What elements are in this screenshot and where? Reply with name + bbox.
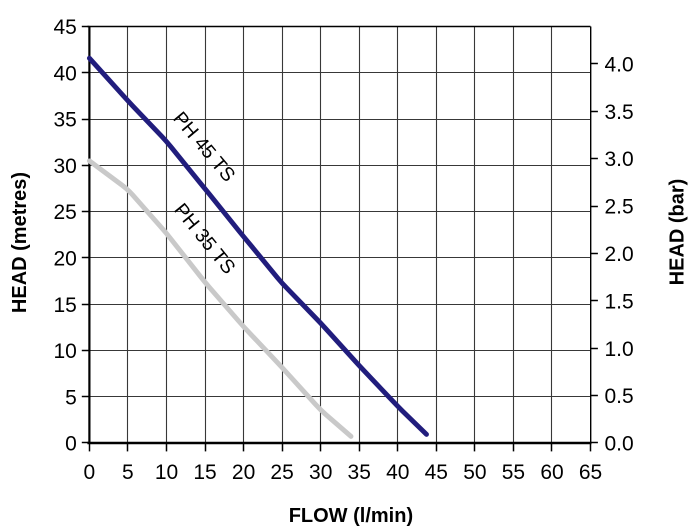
svg-text:10: 10: [155, 461, 178, 484]
svg-text:40: 40: [386, 461, 409, 484]
svg-text:5: 5: [65, 386, 77, 409]
svg-text:35: 35: [53, 109, 76, 132]
svg-text:0: 0: [84, 461, 96, 484]
svg-text:5: 5: [122, 461, 134, 484]
svg-text:3.5: 3.5: [605, 101, 634, 124]
svg-text:0.5: 0.5: [605, 385, 634, 408]
svg-text:55: 55: [502, 461, 525, 484]
svg-text:10: 10: [53, 340, 76, 363]
svg-text:0.0: 0.0: [605, 433, 634, 456]
svg-text:45: 45: [53, 16, 76, 39]
svg-text:3.0: 3.0: [605, 148, 634, 171]
svg-text:1.5: 1.5: [605, 290, 634, 313]
svg-text:30: 30: [309, 461, 332, 484]
svg-text:HEAD (bar): HEAD (bar): [667, 179, 689, 286]
svg-text:45: 45: [425, 461, 448, 484]
svg-text:25: 25: [53, 201, 76, 224]
svg-text:35: 35: [348, 461, 371, 484]
svg-text:40: 40: [53, 62, 76, 85]
svg-text:HEAD (metres): HEAD (metres): [9, 172, 31, 313]
svg-text:30: 30: [53, 155, 76, 178]
svg-text:4.0: 4.0: [605, 53, 634, 76]
svg-text:2.5: 2.5: [605, 196, 634, 219]
svg-text:15: 15: [53, 294, 76, 317]
svg-text:20: 20: [53, 248, 76, 271]
svg-text:20: 20: [232, 461, 255, 484]
svg-text:50: 50: [463, 461, 486, 484]
svg-text:2.0: 2.0: [605, 243, 634, 266]
svg-text:15: 15: [193, 461, 216, 484]
svg-text:65: 65: [579, 461, 602, 484]
svg-text:60: 60: [540, 461, 563, 484]
svg-text:1.0: 1.0: [605, 338, 634, 361]
svg-text:0: 0: [65, 433, 77, 456]
svg-text:25: 25: [270, 461, 293, 484]
svg-text:FLOW (l/min): FLOW (l/min): [289, 505, 413, 527]
